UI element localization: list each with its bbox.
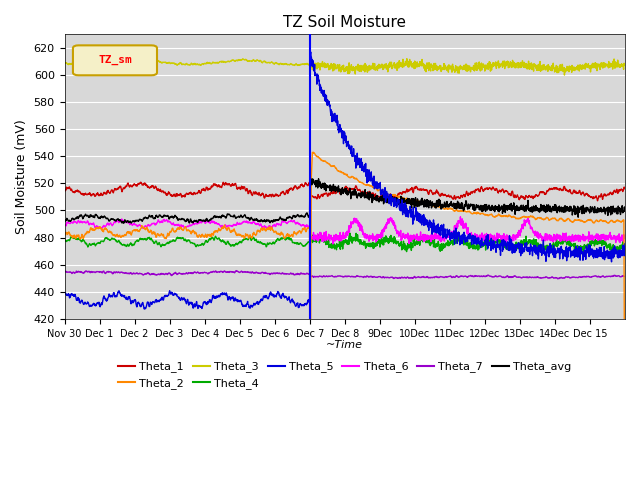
Theta_3 [61,60,68,66]
Theta_3 [132,56,140,61]
Theta_2 [90,228,97,233]
Theta_6 [605,234,613,240]
Line: Theta_4: Theta_4 [65,233,625,252]
Theta_2 [605,219,613,225]
Theta_2 [61,229,68,235]
Theta_5 [605,250,613,256]
Theta_5 [605,252,613,257]
Theta_2 [334,168,342,173]
FancyBboxPatch shape [73,45,157,75]
Theta_3 [621,62,629,68]
Text: TZ_sm: TZ_sm [98,55,132,65]
Theta_avg [307,176,314,181]
Theta_avg [621,206,629,212]
Theta_6 [61,222,68,228]
Theta_1 [90,192,97,197]
Theta_4 [346,230,354,236]
Theta_4 [333,243,341,249]
Theta_7 [333,273,341,279]
Theta_7 [621,274,629,279]
Theta_4 [621,246,629,252]
Line: Theta_6: Theta_6 [65,217,625,244]
Theta_4 [318,234,326,240]
Theta_2 [310,149,317,155]
Theta_4 [502,243,510,249]
Theta_5 [141,306,148,312]
Line: Theta_3: Theta_3 [65,59,625,75]
Theta_6 [605,232,613,238]
Line: Theta_7: Theta_7 [65,271,625,279]
Theta_1 [502,189,510,194]
Theta_2 [502,213,510,218]
Theta_4 [605,242,612,248]
Theta_5 [621,241,629,247]
Theta_avg [334,185,342,191]
Theta_3 [90,61,97,67]
Line: Theta_1: Theta_1 [65,182,625,201]
Theta_5 [334,118,342,123]
Theta_3 [333,62,341,68]
Theta_7 [232,268,240,274]
Theta_7 [554,276,561,282]
Theta_6 [456,214,464,220]
Theta_1 [605,192,613,197]
Theta_1 [594,198,602,204]
Line: Theta_2: Theta_2 [65,152,625,480]
Line: Theta_5: Theta_5 [65,52,625,309]
Theta_4 [61,239,68,245]
Theta_5 [307,49,314,55]
Theta_1 [137,180,145,185]
Theta_5 [61,292,68,298]
Legend: Theta_1, Theta_2, Theta_3, Theta_4, Theta_5, Theta_6, Theta_7, Theta_avg: Theta_1, Theta_2, Theta_3, Theta_4, Thet… [114,357,575,393]
Theta_1 [61,186,68,192]
Theta_7 [90,269,97,275]
Theta_1 [319,192,326,198]
Y-axis label: Soil Moisture (mV): Soil Moisture (mV) [15,119,28,234]
Theta_6 [502,235,510,241]
Theta_avg [90,214,97,219]
Theta_6 [621,236,629,241]
Theta_3 [605,62,613,68]
Theta_7 [605,274,613,279]
Theta_6 [318,235,326,241]
Theta_7 [61,269,68,275]
Theta_5 [90,301,97,307]
Theta_7 [319,274,326,280]
Theta_3 [605,61,613,67]
Theta_1 [333,187,341,192]
Theta_avg [605,207,613,213]
Theta_4 [90,241,97,247]
Theta_2 [605,220,613,226]
Theta_4 [605,241,613,247]
Theta_1 [621,186,629,192]
X-axis label: ~Time: ~Time [326,340,364,350]
Theta_2 [319,158,326,164]
Theta_avg [605,209,613,215]
Theta_avg [502,207,510,213]
Theta_avg [319,183,326,189]
Theta_7 [502,274,510,280]
Theta_5 [319,88,326,94]
Theta_3 [319,59,326,64]
Theta_3 [561,72,568,78]
Theta_1 [605,192,613,198]
Theta_avg [120,220,128,226]
Line: Theta_avg: Theta_avg [65,179,625,223]
Theta_7 [605,274,613,279]
Theta_6 [90,221,97,227]
Theta_avg [61,218,68,224]
Theta_3 [502,59,510,64]
Theta_4 [614,249,622,255]
Theta_6 [333,237,341,242]
Title: TZ Soil Moisture: TZ Soil Moisture [284,15,406,30]
Theta_6 [329,241,337,247]
Theta_5 [502,246,510,252]
